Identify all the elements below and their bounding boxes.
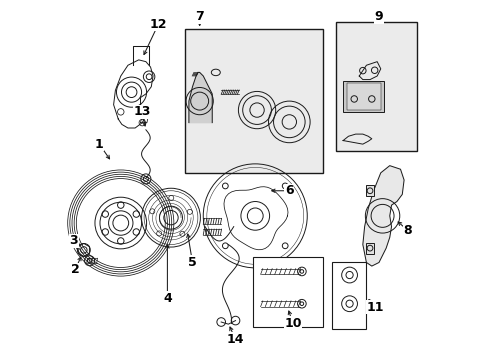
Bar [332,262,366,329]
Text: 11: 11 [366,301,384,314]
Bar [366,185,373,196]
Bar [185,30,323,173]
Text: 4: 4 [163,292,171,305]
Text: 12: 12 [149,18,167,31]
Text: 10: 10 [284,317,301,330]
Polygon shape [362,166,403,266]
Text: 9: 9 [374,10,383,23]
Text: 2: 2 [71,263,80,276]
Bar [346,83,380,110]
Text: 14: 14 [226,333,244,346]
Text: 8: 8 [403,224,411,237]
Polygon shape [188,72,212,123]
Bar [366,243,373,253]
Text: 3: 3 [69,234,78,247]
Bar [343,81,384,112]
Text: 5: 5 [188,256,197,269]
Text: 6: 6 [285,184,293,197]
Text: 13: 13 [133,105,151,118]
Text: 1: 1 [95,138,103,150]
Bar [253,257,323,327]
Text: 7: 7 [195,10,203,23]
Bar [335,22,416,151]
